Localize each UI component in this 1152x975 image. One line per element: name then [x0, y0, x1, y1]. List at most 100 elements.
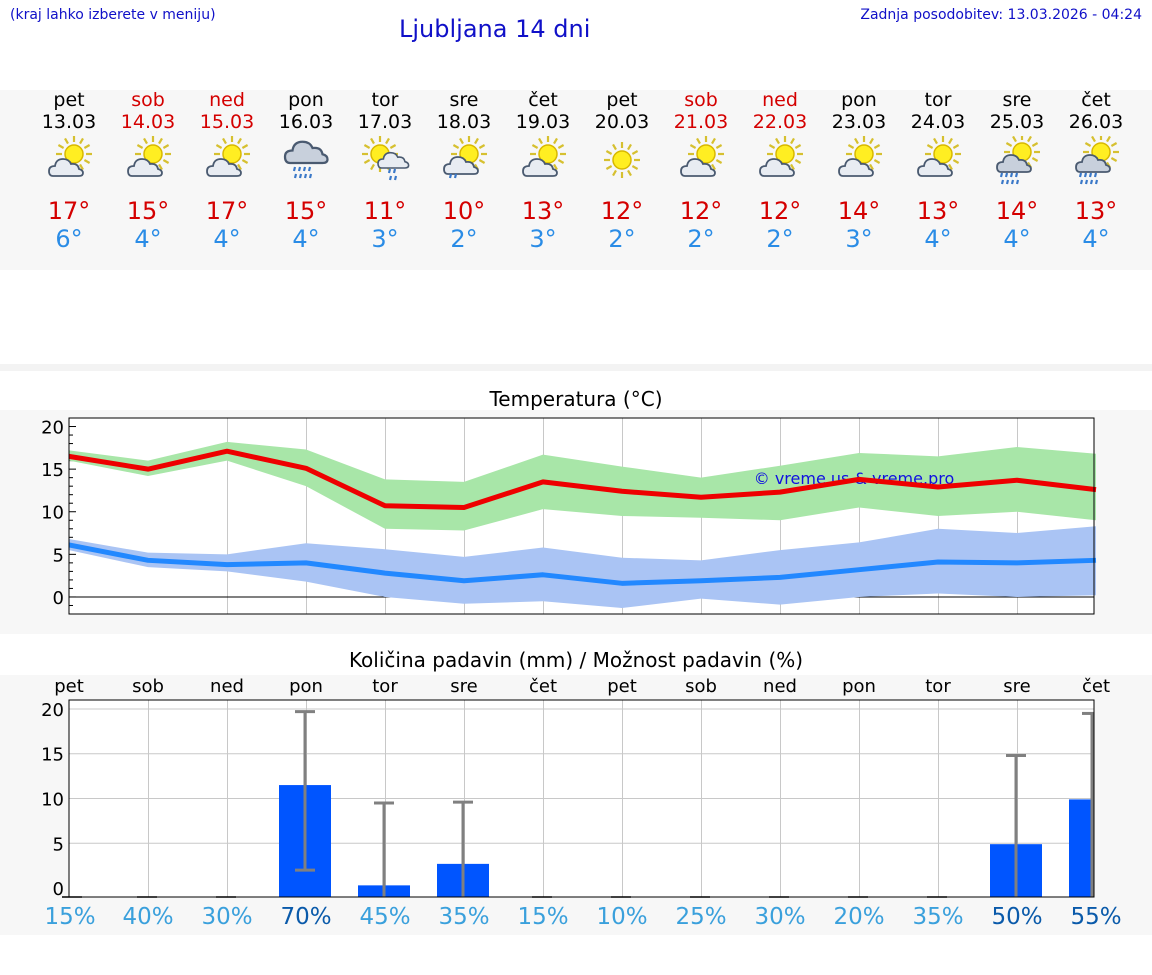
temp-min: 3°	[845, 225, 873, 253]
temp-plot-frame	[68, 417, 1095, 615]
precip-probability: 10%	[596, 904, 648, 930]
temp-max: 12°	[679, 197, 723, 225]
temp-min: 2°	[450, 225, 478, 253]
precip-probability: 50%	[991, 904, 1043, 930]
day-date: 17.03	[357, 111, 413, 133]
precip-probability: 70%	[280, 904, 332, 930]
temp-y-tick-label: 15	[41, 460, 64, 481]
precip-y-tick-label: 5	[53, 834, 64, 855]
precip-x-label: čet	[529, 676, 557, 697]
precip-probability: 30%	[754, 904, 806, 930]
day-name: pet	[606, 89, 638, 111]
day-name: ned	[762, 89, 798, 111]
sun-icon	[597, 136, 647, 186]
temp-min: 3°	[529, 225, 557, 253]
temp-max: 14°	[995, 197, 1039, 225]
precip-y-tick-label: 20	[41, 700, 64, 721]
day-name: sre	[449, 89, 479, 111]
day-name: čet	[1081, 89, 1111, 111]
temp-min: 4°	[134, 225, 162, 253]
temp-max: 13°	[1074, 197, 1118, 225]
partly-cloudy-icon	[755, 136, 805, 186]
day-date: 25.03	[989, 111, 1045, 133]
precip-x-label: pon	[289, 676, 323, 697]
precip-probability: 45%	[359, 904, 411, 930]
temp-y-tick-label: 5	[53, 545, 64, 566]
day-name: sob	[684, 89, 718, 111]
precip-probability: 20%	[833, 904, 885, 930]
precip-probability: 30%	[201, 904, 253, 930]
temp-max: 15°	[284, 197, 328, 225]
day-date: 20.03	[594, 111, 650, 133]
day-date: 26.03	[1068, 111, 1124, 133]
max-temp-line	[68, 448, 1097, 510]
temp-min: 4°	[1082, 225, 1110, 253]
temp-min: 4°	[1003, 225, 1031, 253]
sun-rain-icon	[360, 136, 410, 186]
day-name: sob	[131, 89, 165, 111]
partly-cloudy-icon	[202, 136, 252, 186]
temp-max: 15°	[126, 197, 170, 225]
precip-bar	[1069, 799, 1094, 897]
temp-y-tick-label: 10	[41, 503, 64, 524]
day-date: 23.03	[831, 111, 887, 133]
partly-cloudy-icon	[123, 136, 173, 186]
precip-probability: 35%	[912, 904, 964, 930]
precip-x-label: sre	[1003, 676, 1030, 697]
precip-x-label: pet	[54, 676, 84, 697]
partly-cloudy-icon	[913, 136, 963, 186]
precip-x-label: pet	[607, 676, 637, 697]
day-date: 21.03	[673, 111, 729, 133]
temp-max: 13°	[916, 197, 960, 225]
temp-max: 13°	[521, 197, 565, 225]
page-title: Ljubljana 14 dni	[399, 15, 591, 43]
precip-probability: 15%	[517, 904, 569, 930]
day-date: 14.03	[120, 111, 176, 133]
day-name: tor	[371, 89, 399, 111]
sun-rain-cloud-icon	[1071, 134, 1121, 186]
precip-chart-title: Količina padavin (mm) / Možnost padavin …	[348, 648, 804, 672]
temp-max: 11°	[363, 197, 407, 225]
day-date: 16.03	[278, 111, 334, 133]
precip-x-label: sob	[132, 676, 164, 697]
min-temp-line	[68, 542, 1097, 586]
temp-min: 3°	[371, 225, 399, 253]
temp-min: 4°	[292, 225, 320, 253]
precip-x-label: ned	[763, 676, 797, 697]
precip-plot-frame	[68, 699, 1095, 898]
day-date: 24.03	[910, 111, 966, 133]
partly-cloudy-icon	[518, 136, 568, 186]
temp-max: 17°	[47, 197, 91, 225]
location-hint: (kraj lahko izberete v meniju)	[10, 7, 216, 23]
precip-x-label: pon	[842, 676, 876, 697]
precip-probability: 25%	[675, 904, 727, 930]
day-name: ned	[209, 89, 245, 111]
temp-min: 2°	[608, 225, 636, 253]
temp-y-tick-label: 20	[41, 418, 64, 439]
temperature-chart-title: Temperatura (°C)	[489, 387, 663, 411]
temp-min: 4°	[213, 225, 241, 253]
day-name: sre	[1002, 89, 1032, 111]
precip-x-label: sre	[450, 676, 477, 697]
precip-x-label: tor	[925, 676, 951, 697]
rain-cloud-icon	[281, 136, 331, 186]
temp-min: 2°	[766, 225, 794, 253]
day-date: 15.03	[199, 111, 255, 133]
temp-y-tick-label: 0	[53, 588, 64, 609]
temp-min: 2°	[687, 225, 715, 253]
precip-probability: 35%	[438, 904, 490, 930]
precip-y-tick-label: 0	[53, 879, 64, 900]
forecast-band	[0, 90, 1152, 270]
precip-y-tick-label: 10	[41, 790, 64, 811]
day-name: čet	[528, 89, 558, 111]
temp-min: 4°	[924, 225, 952, 253]
precip-x-label: tor	[372, 676, 398, 697]
precip-x-label: čet	[1082, 676, 1110, 697]
day-name: pon	[841, 89, 877, 111]
temp-max: 12°	[758, 197, 802, 225]
precip-probability: 15%	[44, 904, 96, 930]
precip-y-tick-label: 15	[41, 745, 64, 766]
sun-rain-cloud-icon	[992, 134, 1042, 186]
day-date: 18.03	[436, 111, 492, 133]
